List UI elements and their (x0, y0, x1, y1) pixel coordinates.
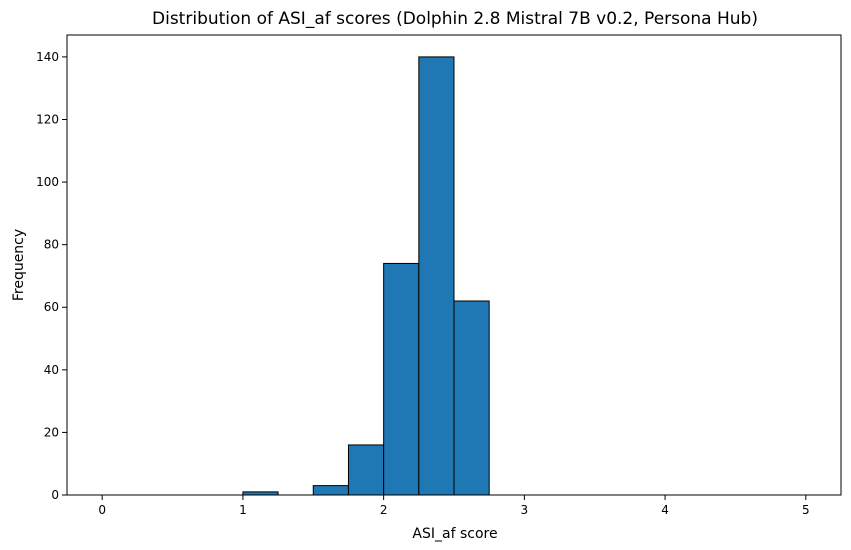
bars-group (242, 56, 490, 496)
x-tick-label: 3 (521, 503, 529, 517)
y-tick-label: 60 (44, 300, 59, 314)
y-axis-label: Frequency (11, 229, 27, 301)
x-tick-label: 4 (661, 503, 669, 517)
x-tick-label: 5 (802, 503, 810, 517)
x-tick-label: 0 (98, 503, 106, 517)
plot-frame (66, 34, 842, 496)
histogram-bar (383, 262, 420, 496)
y-tick-label: 80 (44, 238, 59, 252)
x-axis-ticks: 0 1 2 3 4 5 (98, 495, 810, 517)
histogram-bar (312, 485, 349, 496)
y-tick-label: 40 (44, 363, 59, 377)
y-axis-ticks: 0 20 40 60 80 100 120 140 (36, 50, 67, 502)
y-tick-label: 140 (36, 50, 59, 64)
chart-title: Distribution of ASI_af scores (Dolphin 2… (152, 9, 758, 29)
y-tick-label: 100 (36, 175, 59, 189)
histogram-bar (453, 300, 490, 496)
y-tick-label: 120 (36, 112, 59, 126)
x-tick-label: 2 (380, 503, 388, 517)
x-tick-label: 1 (239, 503, 247, 517)
y-tick-label: 0 (51, 488, 59, 502)
histogram-bar (347, 444, 385, 496)
histogram-bar (418, 56, 455, 496)
y-tick-label: 20 (44, 425, 59, 439)
x-axis-label: ASI_af score (412, 526, 497, 542)
